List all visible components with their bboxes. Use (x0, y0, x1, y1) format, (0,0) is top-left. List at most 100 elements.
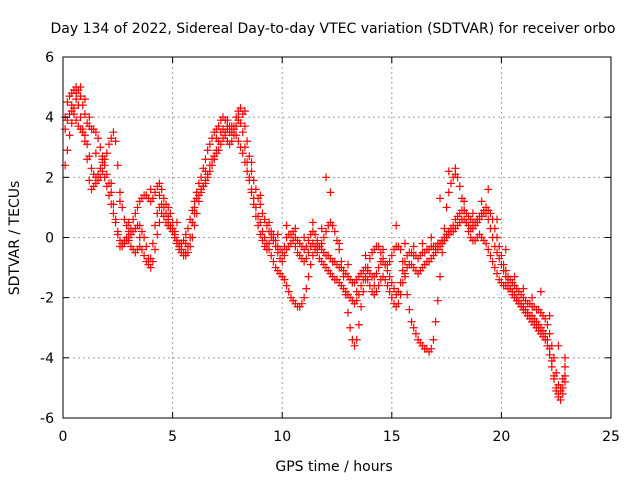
data-point (484, 185, 493, 194)
data-point (400, 239, 409, 248)
data-point (80, 137, 89, 146)
x-tick-label: 5 (168, 429, 177, 445)
data-point (427, 233, 436, 242)
data-point (146, 263, 155, 272)
data-point (232, 122, 241, 131)
data-point (76, 92, 85, 101)
data-point (254, 221, 263, 230)
data-point (558, 374, 567, 383)
data-point (262, 245, 271, 254)
data-point (442, 203, 451, 212)
data-point (398, 278, 407, 287)
data-point (265, 239, 274, 248)
data-point (113, 230, 122, 239)
data-point (109, 128, 118, 137)
data-point (372, 287, 381, 296)
data-point (354, 320, 363, 329)
data-point (536, 287, 545, 296)
data-point (238, 149, 247, 158)
data-point (109, 209, 118, 218)
data-point (280, 275, 289, 284)
data-point (236, 119, 245, 128)
data-point (545, 311, 554, 320)
data-point (339, 272, 348, 281)
data-point (304, 248, 313, 257)
data-point (468, 209, 477, 218)
data-point (407, 317, 416, 326)
data-point (65, 131, 74, 140)
data-point (159, 203, 168, 212)
data-point (87, 164, 96, 173)
data-point (545, 350, 554, 359)
data-point (133, 203, 142, 212)
data-point (148, 257, 157, 266)
data-point (146, 185, 155, 194)
data-point (350, 341, 359, 350)
data-point (330, 227, 339, 236)
data-point (223, 116, 232, 125)
data-point (455, 182, 464, 191)
data-point (80, 95, 89, 104)
data-point (302, 284, 311, 293)
data-point (365, 254, 374, 263)
data-point (137, 245, 146, 254)
axis-ticks (62, 56, 612, 419)
x-tick-label: 25 (602, 429, 620, 445)
data-point (556, 383, 565, 392)
data-point (396, 245, 405, 254)
data-point (486, 224, 495, 233)
data-point (194, 197, 203, 206)
x-tick-label: 10 (273, 429, 291, 445)
data-point (297, 299, 306, 308)
data-point (497, 260, 506, 269)
y-tick-label: -6 (40, 411, 54, 427)
data-point (484, 245, 493, 254)
data-point (446, 179, 455, 188)
data-point (96, 143, 105, 152)
data-point (208, 161, 217, 170)
data-point (322, 173, 331, 182)
data-point (159, 194, 168, 203)
data-point (155, 191, 164, 200)
data-point (556, 395, 565, 404)
data-point (102, 149, 111, 158)
data-point (63, 98, 72, 107)
data-point (311, 242, 320, 251)
data-point (385, 287, 394, 296)
data-point (387, 251, 396, 260)
data-point (291, 242, 300, 251)
data-point (142, 242, 151, 251)
data-point (118, 203, 127, 212)
data-point (486, 251, 495, 260)
data-point (302, 254, 311, 263)
y-tick-label: 6 (45, 50, 54, 66)
data-point (205, 140, 214, 149)
data-point (83, 155, 92, 164)
data-point (94, 134, 103, 143)
data-point (528, 293, 537, 302)
data-point (488, 257, 497, 266)
data-point (346, 323, 355, 332)
data-point (102, 182, 111, 191)
data-point (221, 131, 230, 140)
data-point (137, 227, 146, 236)
data-point (214, 122, 223, 131)
data-point (151, 245, 160, 254)
data-point (541, 335, 550, 344)
x-tick-label: 20 (492, 429, 510, 445)
data-point (280, 251, 289, 260)
data-point (300, 233, 309, 242)
data-point (155, 179, 164, 188)
data-point (383, 281, 392, 290)
data-point (436, 194, 445, 203)
data-point (282, 281, 291, 290)
data-point (273, 248, 282, 257)
data-point (490, 242, 499, 251)
data-point (560, 362, 569, 371)
data-point (387, 278, 396, 287)
data-point (304, 272, 313, 281)
data-point (91, 149, 100, 158)
data-point (484, 215, 493, 224)
data-point (258, 209, 267, 218)
data-point (105, 140, 114, 149)
